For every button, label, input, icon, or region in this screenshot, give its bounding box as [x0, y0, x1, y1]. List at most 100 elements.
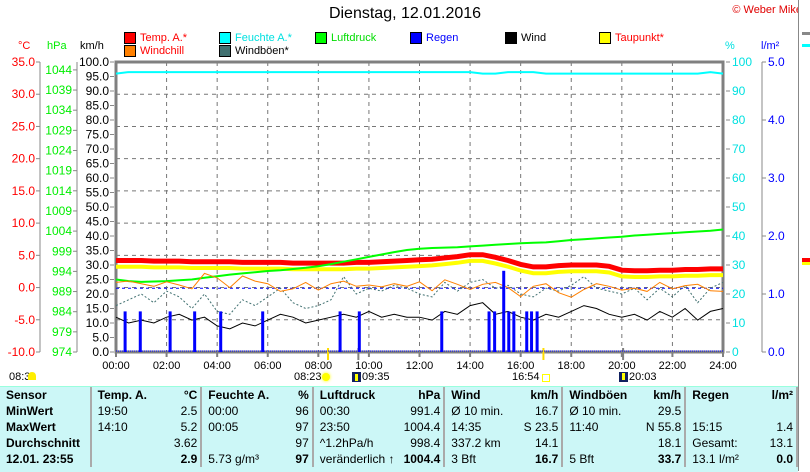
table-cell	[91, 451, 161, 467]
legend-swatch	[219, 32, 231, 44]
legend-swatch	[124, 32, 136, 44]
table-row: MinWert 19:50 2.5 00:00 96 00:30 991.4 Ø 10 min…	[0, 403, 799, 419]
x-tick-label: 24:00	[709, 360, 737, 372]
x-tick-label: 00:00	[102, 360, 130, 372]
table-cell	[562, 435, 637, 451]
tick-label-wind: 80.0	[86, 113, 110, 127]
x-tick-label: 04:00	[203, 360, 231, 372]
table-cell: Luftdruck	[319, 388, 376, 402]
x-tick-label: 06:00	[254, 360, 282, 372]
rain-bar	[512, 311, 516, 352]
table-cell: 16.7	[515, 451, 564, 467]
x-tick-label: 10:00	[355, 360, 383, 372]
table-cell: 2.5	[160, 403, 203, 419]
table-cell: Gesamt:	[692, 436, 738, 450]
legend-label: Temp. A.*	[140, 32, 188, 44]
table-row: MaxWert 14:10 5.2 00:05 97 23:50 1004.4 14:35 S …	[0, 419, 799, 435]
table-cell	[201, 435, 277, 451]
table-cell: 11:40	[569, 420, 599, 434]
legend-item: Luftdruck	[315, 32, 376, 44]
series-line-wind	[115, 302, 724, 330]
tick-label-wind: 25.0	[86, 273, 110, 287]
tick-label-pressure: 1039	[45, 83, 72, 97]
table-cell: l/m²	[753, 387, 799, 403]
moonset-time: 20:03	[629, 371, 657, 383]
table-cell: hPa	[399, 387, 446, 403]
legend-swatch	[410, 32, 422, 44]
table-cell: Regen	[692, 388, 729, 402]
series-line-luftdruck	[115, 228, 724, 283]
tick-label-humidity: 90	[732, 84, 746, 98]
tick-label-humidity: 20	[732, 287, 746, 301]
table-cell	[685, 403, 754, 419]
rain-bar	[193, 311, 197, 352]
x-tick-label: 18:00	[557, 360, 585, 372]
tick-label-wind: 70.0	[86, 142, 110, 156]
table-cell: 16.7	[515, 403, 564, 419]
table-row: Durchschnitt 3.62 97 ^1.2hPa/h 998.4 337.2 km…	[0, 435, 799, 451]
table-cell: 1004.4	[399, 451, 446, 467]
tick-label-humidity: 100	[732, 55, 752, 69]
legend-label: Wind	[521, 32, 547, 44]
moonset-icon	[619, 372, 628, 382]
table-cell: 998.4	[399, 435, 446, 451]
rain-bar	[440, 311, 444, 352]
tick-label-rain: 2.0	[768, 229, 785, 243]
moonrise-icon	[352, 372, 361, 382]
tick-label-wind: 55.0	[86, 186, 110, 200]
series-line-windchill	[115, 272, 724, 298]
legend-item: Wind	[505, 32, 546, 44]
adjacent-chart-edge	[798, 0, 810, 471]
table-cell: 5.73 g/m³	[208, 452, 259, 466]
tick-label-pressure: 1024	[45, 144, 72, 158]
tick-label-wind: 85.0	[86, 99, 110, 113]
rain-bar	[493, 311, 497, 352]
table-cell: 5 Bft	[569, 452, 595, 466]
tick-label-pressure: 994	[52, 264, 72, 278]
tick-label-wind: 40.0	[86, 229, 110, 243]
table-cell: 1.4	[753, 419, 799, 435]
tick-label-wind: 20.0	[86, 287, 110, 301]
table-cell: 29.5	[636, 403, 687, 419]
table-cell: 3 Bft	[451, 452, 476, 466]
tick-label-temp: 0.0	[18, 281, 35, 295]
tick-label-pressure: 1034	[45, 103, 72, 117]
tick-label-pressure: 989	[52, 285, 72, 299]
tick-label-rain: 0.0	[768, 345, 785, 359]
sensor-summary-table: Sensor Temp. A. °C Feuchte A.% Luftdruck hPa W…	[0, 386, 799, 472]
tick-label-pressure: 1044	[45, 63, 72, 77]
legend-item: Temp. A.*	[124, 32, 187, 44]
tick-label-humidity: 60	[732, 171, 746, 185]
tick-label-wind: 65.0	[86, 157, 110, 171]
table-cell: °C	[160, 387, 203, 403]
legend-swatch	[505, 32, 517, 44]
legend-label: Regen	[426, 32, 459, 44]
table-cell: Wind	[451, 388, 481, 402]
table-cell: 3.62	[160, 435, 203, 451]
table-cell: 15:15	[692, 420, 723, 434]
table-cell: km/h	[636, 387, 687, 403]
table-cell: Feuchte A.	[208, 388, 270, 402]
tick-label-humidity: 30	[732, 258, 746, 272]
unit-humidity: %	[725, 40, 735, 52]
rain-bar	[357, 311, 361, 352]
tick-label-temp: 35.0	[12, 55, 36, 69]
legend-label: Luftdruck	[331, 32, 377, 44]
table-cell: Sensor	[0, 387, 92, 403]
table-cell: Windböen	[569, 388, 628, 402]
table-cell: 12.01. 23:55	[0, 451, 92, 467]
tick-label-temp: 5.0	[18, 248, 35, 262]
table-cell: Temp. A.	[97, 388, 147, 402]
legend-swatch	[315, 32, 327, 44]
rain-bar	[338, 311, 342, 352]
tick-label-wind: 30.0	[86, 258, 110, 272]
tick-label-humidity: 40	[732, 229, 746, 243]
rain-bar	[123, 311, 127, 352]
legend-swatch	[219, 45, 231, 57]
table-row: Sensor Temp. A. °C Feuchte A.% Luftdruck hPa W…	[0, 387, 799, 403]
legend-item: Windböen*	[219, 45, 289, 57]
tick-label-rain: 5.0	[768, 55, 785, 69]
table-cell: 1004.4	[399, 419, 446, 435]
table-row: 12.01. 23:55 2.9 5.73 g/m³ 97 veränderlich ↑…	[0, 451, 799, 467]
x-tick-label: 14:00	[456, 360, 484, 372]
